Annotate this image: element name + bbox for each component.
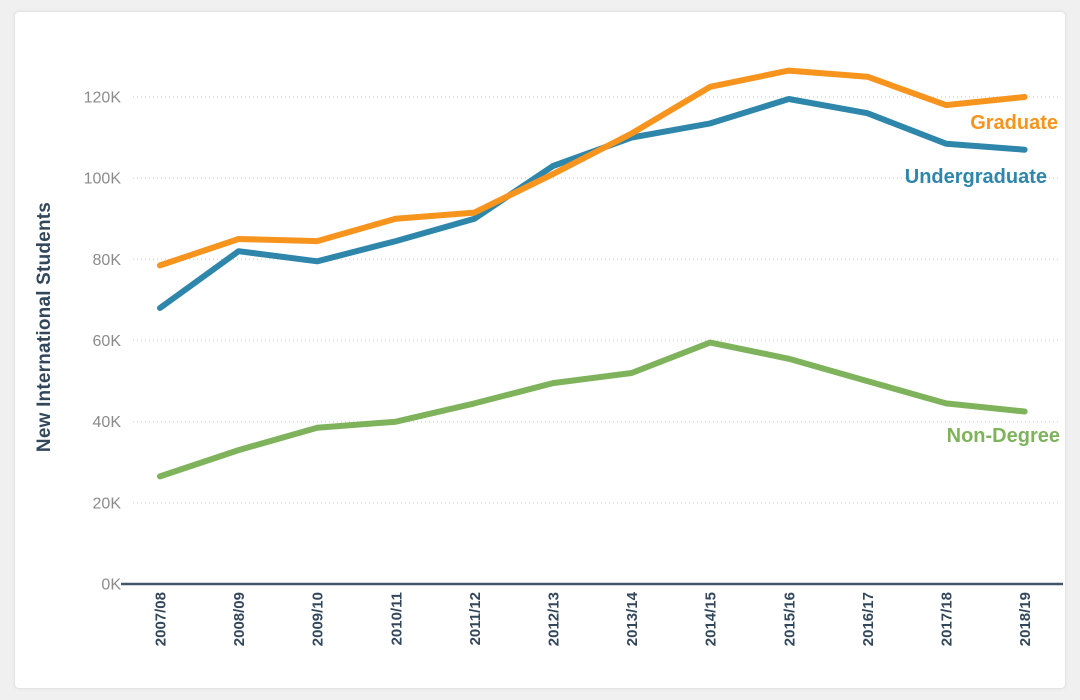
- x-tick-label: 2007/08: [153, 592, 170, 646]
- y-tick-label: 20K: [93, 495, 122, 512]
- y-tick-label: 0K: [101, 577, 121, 594]
- series-label-non-degree: Non-Degree: [946, 425, 1060, 447]
- y-tick-label: 120K: [84, 89, 122, 106]
- x-tick-label: 2016/17: [860, 592, 877, 646]
- y-axis-title: New International Students: [34, 201, 55, 453]
- chart-card: 0K 20K 40K 60K 80K 100K 120K 2007/08 2008/09 2009…: [14, 11, 1066, 689]
- x-tick-label: 2015/16: [781, 592, 798, 646]
- non-degree-line: [157, 339, 1028, 480]
- x-tick-label: 2014/15: [703, 592, 720, 646]
- series-label-undergraduate: Undergraduate: [904, 166, 1047, 188]
- x-tick-label: 2010/11: [388, 592, 405, 645]
- x-tick-label: 2008/09: [231, 592, 248, 646]
- x-tick-label: 2018/19: [1017, 592, 1034, 646]
- y-tick-label: 80K: [93, 252, 122, 269]
- y-tick-label: 60K: [93, 333, 122, 350]
- y-tick-label: 40K: [93, 414, 122, 431]
- x-tick-label: 2011/12: [467, 592, 484, 645]
- series-label-graduate: Graduate: [970, 112, 1058, 134]
- graduate-line: [157, 67, 1028, 269]
- x-tick-label: 2017/18: [939, 592, 956, 646]
- x-tick-label: 2012/13: [546, 592, 563, 646]
- x-tick-label: 2009/10: [310, 592, 327, 646]
- line-chart: 0K 20K 40K 60K 80K 100K 120K 2007/08 2008/09 2009…: [84, 67, 1063, 646]
- y-tick-label: 100K: [84, 171, 122, 188]
- x-tick-label: 2013/14: [624, 591, 641, 646]
